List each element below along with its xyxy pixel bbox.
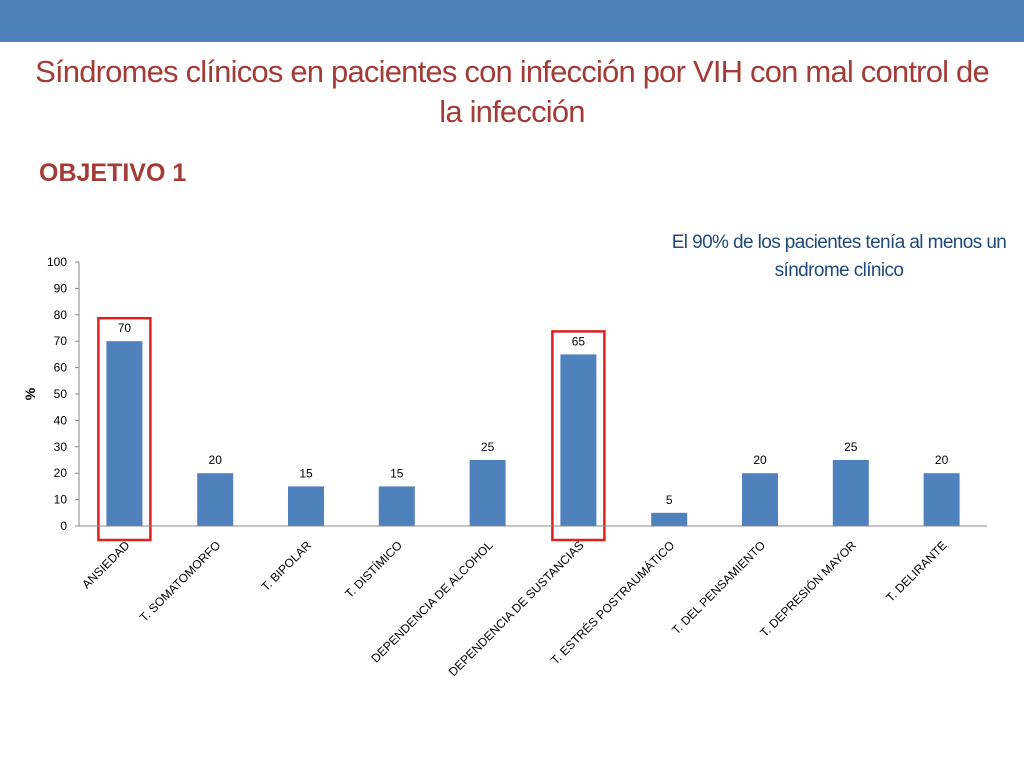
y-tick-label: 80 xyxy=(54,308,68,322)
y-tick-label: 20 xyxy=(54,466,68,480)
bar xyxy=(651,512,688,526)
y-tick-label: 50 xyxy=(54,387,68,401)
highlight-box xyxy=(97,316,152,542)
y-tick-label: 40 xyxy=(54,413,68,427)
bar xyxy=(923,473,960,526)
y-axis-label: % xyxy=(22,387,38,400)
bar xyxy=(106,341,143,526)
x-tick-label: T. DEL PENSAMIENTO xyxy=(669,538,768,637)
highlight-boxes xyxy=(97,316,606,542)
x-tick-label: T. DISTÍMICO xyxy=(342,538,405,601)
bar-value-label: 15 xyxy=(390,466,404,480)
x-tick-label: ANSIEDAD xyxy=(79,538,133,592)
bar-value-label: 20 xyxy=(209,453,223,467)
x-tick-label: T. DEPRESIÓN MAYOR xyxy=(757,537,860,640)
y-tick-label: 0 xyxy=(60,519,67,533)
bar-value-label: 25 xyxy=(481,440,495,454)
bar xyxy=(560,354,597,526)
bar xyxy=(197,473,234,526)
y-tick-label: 10 xyxy=(54,493,68,507)
bar xyxy=(832,460,869,526)
y-tick-label: 100 xyxy=(47,255,67,269)
y-tick-label: 70 xyxy=(54,334,68,348)
bar-value-label: 15 xyxy=(299,466,313,480)
y-tick-label: 60 xyxy=(54,361,68,375)
bars: 70 20 15 15 25 65 5 20 25 20 xyxy=(106,321,960,526)
y-tick-label: 90 xyxy=(54,281,68,295)
chart-callout: El 90% de los pacientes tenía al menos u… xyxy=(671,232,1007,281)
bar-value-label: 65 xyxy=(572,334,586,348)
x-tick-label: T. DELIRANTE xyxy=(883,538,949,604)
slide-subtitle: OBJETIVO 1 xyxy=(39,159,187,187)
x-tick-label: T. BIPOLAR xyxy=(258,538,314,594)
y-axis-ticks: 0 10 20 30 40 50 60 70 80 90 100 xyxy=(47,255,79,533)
bar-value-label: 25 xyxy=(844,440,858,454)
y-tick-label: 30 xyxy=(54,440,68,454)
bar-value-label: 20 xyxy=(753,453,767,467)
bar xyxy=(469,460,506,526)
top-bar xyxy=(0,0,1024,42)
x-tick-label: T. SOMATOMORFO xyxy=(137,538,223,624)
x-axis-labels: ANSIEDAD T. SOMATOMORFO T. BIPOLAR T. DISTÍ… xyxy=(79,537,949,679)
bar xyxy=(378,486,415,526)
highlight-box xyxy=(551,330,606,542)
bar xyxy=(742,473,778,526)
bar-value-label: 20 xyxy=(935,453,949,467)
slide-title: Síndromes clínicos en pacientes con infe… xyxy=(35,54,990,129)
bar-value-label: 5 xyxy=(666,493,673,507)
bar-value-label: 70 xyxy=(118,321,132,335)
bar xyxy=(288,486,324,526)
